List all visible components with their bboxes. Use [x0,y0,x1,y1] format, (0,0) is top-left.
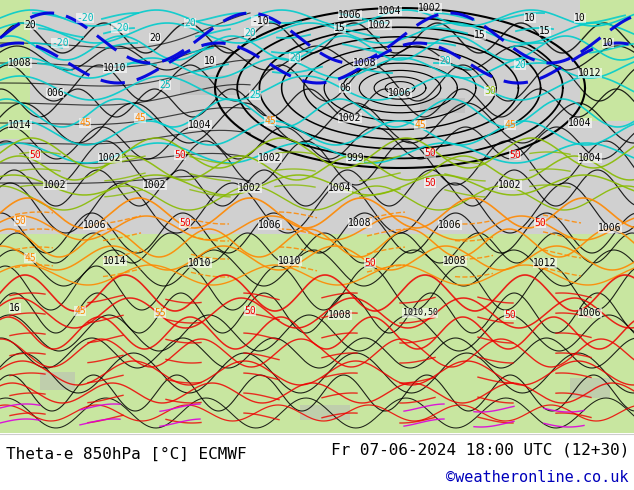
Text: 1002: 1002 [98,153,122,163]
Text: 999: 999 [346,153,364,163]
Text: 1012: 1012 [533,258,557,268]
Text: 1002: 1002 [258,153,281,163]
Text: -20: -20 [111,23,129,33]
Text: 15: 15 [474,30,486,40]
Text: 10: 10 [574,13,586,23]
Text: 1006: 1006 [83,220,107,230]
Text: Fr 07-06-2024 18:00 UTC (12+30): Fr 07-06-2024 18:00 UTC (12+30) [330,442,629,458]
Text: 50: 50 [504,310,516,320]
Text: 1006: 1006 [339,10,362,20]
Text: 45: 45 [74,306,86,316]
Text: 1004: 1004 [578,153,602,163]
Text: 15: 15 [539,26,551,36]
Text: 50: 50 [174,150,186,160]
Text: 50: 50 [509,150,521,160]
Text: 45: 45 [134,113,146,123]
Text: 10: 10 [602,38,614,48]
Text: -20: -20 [76,13,94,23]
Text: Theta-e 850hPa [°C] ECMWF: Theta-e 850hPa [°C] ECMWF [6,447,247,462]
Text: 45: 45 [504,120,516,130]
Text: 45: 45 [24,253,36,263]
Text: 006: 006 [46,88,64,98]
Text: 50: 50 [14,216,26,226]
Text: 1002: 1002 [238,183,262,193]
Text: 1002: 1002 [43,180,67,190]
Text: 1006: 1006 [258,220,281,230]
Text: 50: 50 [179,218,191,228]
Text: 1006: 1006 [578,308,602,318]
Bar [40,372,75,390]
Bar [0,234,634,433]
Text: ©weatheronline.co.uk: ©weatheronline.co.uk [446,470,629,485]
Text: 45: 45 [79,118,91,128]
Bar [420,98,465,113]
Text: 50: 50 [424,148,436,158]
Text: 50: 50 [364,258,376,268]
Bar [570,378,610,398]
Text: 1008: 1008 [348,218,372,228]
Text: 10: 10 [204,56,216,66]
Text: 20: 20 [24,20,36,30]
Text: 1010: 1010 [278,256,302,266]
Text: 20: 20 [149,33,161,43]
Text: -20: -20 [51,38,69,48]
Text: 1010: 1010 [103,63,127,73]
Text: 25: 25 [249,90,261,100]
Text: -10: -10 [251,16,269,26]
Text: 1004: 1004 [378,6,402,16]
Text: 50: 50 [534,218,546,228]
Bar [580,0,634,121]
Text: 1008: 1008 [8,58,32,68]
Text: 1008: 1008 [328,310,352,320]
Text: 1010: 1010 [188,258,212,268]
Text: 1008: 1008 [353,58,377,68]
Text: 1002: 1002 [498,180,522,190]
Text: 50: 50 [424,178,436,188]
Text: 1002: 1002 [143,180,167,190]
Text: 1004: 1004 [188,120,212,130]
Text: 10: 10 [524,13,536,23]
Text: 1006: 1006 [438,220,462,230]
Text: 50: 50 [29,150,41,160]
Bar [300,405,350,420]
Text: 20: 20 [289,53,301,63]
Text: 1002: 1002 [368,20,392,30]
Bar [0,0,634,234]
Text: 1010,50: 1010,50 [403,309,437,318]
Text: 1006: 1006 [388,88,411,98]
Text: 20: 20 [244,28,256,38]
Text: 30: 30 [484,86,496,96]
Text: 16: 16 [9,303,21,313]
Text: 1014: 1014 [8,120,32,130]
Text: 15: 15 [334,23,346,33]
Text: 1014: 1014 [103,256,127,266]
Bar [180,75,240,95]
Text: 1006: 1006 [598,223,622,233]
Text: 1004: 1004 [568,118,592,128]
Text: 20: 20 [439,56,451,66]
Text: 20: 20 [184,18,196,28]
Text: 25: 25 [159,80,171,90]
Text: 20: 20 [514,60,526,70]
Text: 55: 55 [154,308,166,318]
Text: 1008: 1008 [443,256,467,266]
Text: 45: 45 [414,120,426,130]
Text: 1004: 1004 [328,183,352,193]
Text: 06: 06 [339,83,351,93]
Text: 1002: 1002 [418,3,442,13]
Text: 1012: 1012 [578,68,602,78]
Text: 1002: 1002 [339,113,362,123]
Text: 50: 50 [244,306,256,316]
Text: 45: 45 [264,116,276,126]
Bar [0,0,30,139]
